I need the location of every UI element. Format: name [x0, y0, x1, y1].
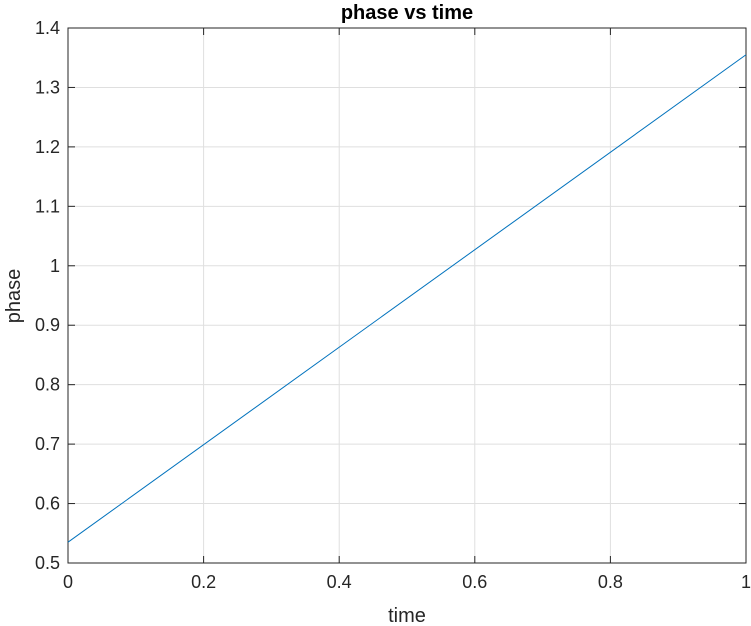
axes-box	[67, 27, 747, 564]
x-tick-label: 0.2	[191, 572, 216, 592]
y-tick-label: 1.2	[35, 137, 60, 157]
y-axis-label: phase	[3, 269, 25, 324]
y-tick-label: 1	[50, 256, 60, 276]
x-tick-label: 0.6	[462, 572, 487, 592]
plot-area	[68, 28, 746, 563]
x-tick-label: 0.4	[327, 572, 352, 592]
series-line	[67, 54, 747, 543]
x-tick-label: 1	[741, 572, 751, 592]
y-tick-label: 0.7	[35, 434, 60, 454]
x-tick-label: 0.8	[598, 572, 623, 592]
y-tick-label: 1.1	[35, 196, 60, 216]
y-tick-label: 1.4	[35, 18, 60, 38]
x-axis-label: time	[388, 605, 426, 626]
y-tick-label: 0.8	[35, 375, 60, 395]
y-tick-label: 0.9	[35, 315, 60, 335]
y-tick-label: 1.3	[35, 77, 60, 97]
x-tick-label: 0	[63, 572, 73, 592]
y-tick-label: 0.6	[35, 494, 60, 514]
chart-title: phase vs time	[341, 2, 473, 24]
y-tick-label: 0.5	[35, 553, 60, 573]
